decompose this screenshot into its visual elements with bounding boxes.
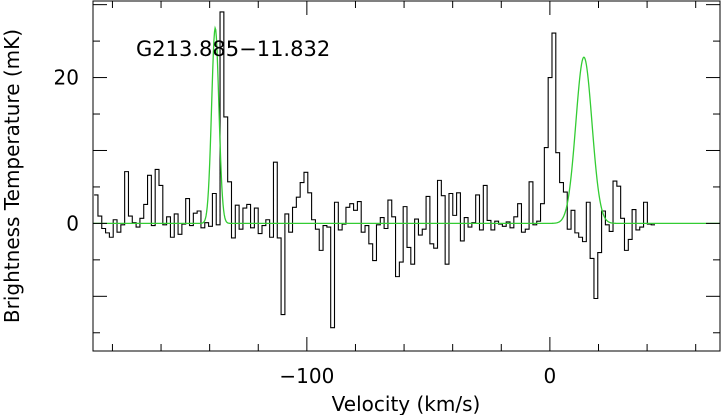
y-tick-label: 20 xyxy=(54,66,79,90)
plot-frame xyxy=(92,0,721,352)
fit-line xyxy=(93,25,720,225)
x-axis-label: Velocity (km/s) xyxy=(332,392,481,415)
x-tick-label: 0 xyxy=(544,364,557,388)
source-name-label: G213.885−11.832 xyxy=(136,37,330,61)
gaussian-fit-series xyxy=(93,25,720,225)
x-tick-label: −100 xyxy=(279,364,334,388)
spectrum-series xyxy=(94,11,655,329)
spectrum-line xyxy=(94,11,655,329)
axis-ticks: −100 0 0 20 xyxy=(54,1,720,388)
y-axis-label: Brightness Temperature (mK) xyxy=(0,29,24,323)
y-tick-label: 0 xyxy=(66,211,79,235)
